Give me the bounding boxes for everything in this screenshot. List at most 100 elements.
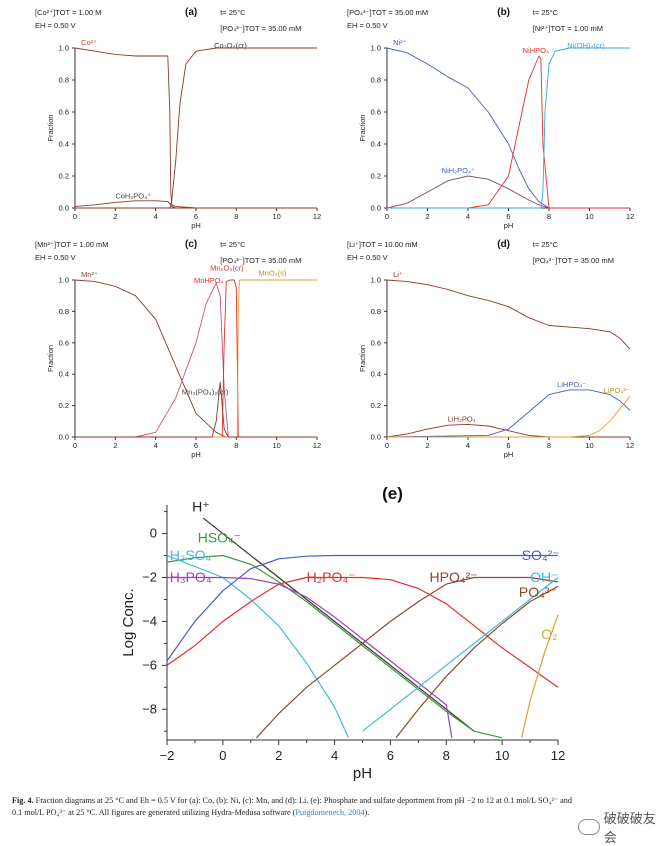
y-tick-label: 0.4 xyxy=(59,140,69,149)
series-line xyxy=(395,585,559,739)
x-tick-label: 2 xyxy=(113,212,117,221)
series-line xyxy=(74,47,317,209)
x-tick-label: 0 xyxy=(219,748,226,763)
series-line xyxy=(75,381,317,438)
chart-d: 0 2 4 6 8 10 12 0.0 0.2 0.4 0.6 0.8 1.0 pH Fraction (d)… xyxy=(347,239,634,459)
panel-info-left: [Mn²⁺]TOT = 1.00 mM xyxy=(35,240,109,249)
x-tick-label: 10 xyxy=(585,212,593,221)
series-label: HSO₄⁻ xyxy=(198,529,241,545)
x-axis-label: pH xyxy=(191,450,201,459)
series-label: O₂ xyxy=(541,626,557,642)
x-tick-label: 0 xyxy=(73,212,77,221)
y-tick-label: 0.8 xyxy=(59,76,69,85)
y-tick-label: 0.6 xyxy=(59,338,69,347)
y-tick-label: 0.0 xyxy=(59,433,69,442)
series-line xyxy=(255,576,559,739)
y-tick-label: 0.2 xyxy=(371,172,381,181)
panel-info-right: [PO₄³⁻]TOT = 35.00 mM xyxy=(220,256,301,265)
y-tick-label: 0.4 xyxy=(59,370,69,379)
y-tick-label: 0.6 xyxy=(371,338,381,347)
x-tick-label: 6 xyxy=(387,748,394,763)
x-axis-label: pH xyxy=(504,221,514,230)
series-line xyxy=(386,175,630,209)
y-tick-label: 1.0 xyxy=(371,276,381,285)
caption-end: ). xyxy=(364,808,370,817)
y-tick-label: 0.0 xyxy=(371,433,381,442)
y-tick-label: 0.4 xyxy=(371,370,381,379)
y-axis-label: Fraction xyxy=(358,345,367,372)
series-line xyxy=(387,47,630,209)
x-tick-label: 12 xyxy=(313,212,321,221)
chart-e: −2 0 2 4 6 8 10 12 0 −2 −4 −6 −8 pH Log Conc. (e) H⁺ HSO₄… xyxy=(120,484,565,782)
x-axis-label: pH xyxy=(191,221,201,230)
caption-citation-link[interactable]: Puigdomenech, 2004 xyxy=(295,808,365,817)
panel-label: (a) xyxy=(185,7,197,18)
panel-info-left: EH = 0.50 V xyxy=(347,253,388,262)
series-line xyxy=(166,554,503,739)
y-axis-label: Fraction xyxy=(46,114,55,141)
series-label: H₂PO₄⁻ xyxy=(307,569,356,585)
caption-text: Fraction diagrams at 25 °C and Eh = 0.5 … xyxy=(12,796,572,817)
y-tick-label: 0.2 xyxy=(59,172,69,181)
series-line xyxy=(387,55,630,209)
y-tick-label: −8 xyxy=(142,701,157,716)
x-tick-label: 6 xyxy=(194,212,198,221)
chart-a: 0 2 4 6 8 10 12 0.0 0.2 0.4 0.6 0.8 1.0 pH Fraction (a)… xyxy=(35,7,321,230)
x-tick-label: 8 xyxy=(547,212,551,221)
panel-info-left: EH = 0.50 V xyxy=(347,21,388,30)
y-axis-label: Fraction xyxy=(358,114,367,141)
y-tick-label: 1.0 xyxy=(59,44,69,53)
x-tick-label: 6 xyxy=(194,441,198,450)
series-label: H⁺ xyxy=(192,499,210,515)
x-tick-label: 10 xyxy=(272,441,280,450)
series-line xyxy=(75,47,317,209)
y-tick-label: 0.2 xyxy=(371,401,381,410)
series-line xyxy=(386,423,630,438)
series-label: Ni²⁺ xyxy=(393,38,407,47)
series-line xyxy=(386,47,630,209)
y-tick-label: −2 xyxy=(142,569,157,584)
y-tick-label: 0.8 xyxy=(371,76,381,85)
y-tick-label: −4 xyxy=(142,613,157,628)
x-tick-label: 2 xyxy=(425,441,429,450)
y-tick-label: −6 xyxy=(142,657,157,672)
series-line xyxy=(387,395,631,438)
y-tick-label: 0.8 xyxy=(371,307,381,316)
y-axis-label: Fraction xyxy=(46,345,55,372)
series-line xyxy=(74,279,317,438)
x-tick-label: 4 xyxy=(466,441,470,450)
y-tick-label: 0 xyxy=(150,526,157,541)
series-label: MnHPO₄ xyxy=(194,276,224,285)
panel-info-left: [Li⁺]TOT = 10.00 mM xyxy=(347,240,418,249)
y-tick-label: 0.0 xyxy=(59,204,69,213)
x-tick-label: −2 xyxy=(160,748,175,763)
series-label: Ni(OH)₂(cr) xyxy=(567,41,605,50)
panel-info-left: [Co²⁺]TOT = 1.00 M xyxy=(35,8,101,17)
panel-info-right: t= 25°C xyxy=(220,240,246,249)
series-label: H₂SO₄ xyxy=(170,547,212,563)
series-line xyxy=(202,517,475,732)
panel-label: (e) xyxy=(382,484,403,503)
panel-info-right: t= 25°C xyxy=(533,8,559,17)
series-line xyxy=(166,554,558,662)
series-label: CoH₂PO₄⁺ xyxy=(115,191,151,200)
series-label: Co²⁺ xyxy=(81,38,97,47)
x-tick-label: 0 xyxy=(73,441,77,450)
y-tick-label: 0.0 xyxy=(371,204,381,213)
series-label: NiHPO₄ xyxy=(523,46,549,55)
y-tick-label: 1.0 xyxy=(59,276,69,285)
y-tick-label: 0.4 xyxy=(371,140,381,149)
series-line xyxy=(386,389,631,438)
series-line xyxy=(386,279,631,350)
x-axis-label: pH xyxy=(504,450,514,459)
panel-info-right: [PO₄³⁻]TOT = 35.00 mM xyxy=(533,256,614,265)
panel-info-right: t= 25°C xyxy=(533,240,559,249)
panel-info-left: EH = 0.50 V xyxy=(35,253,76,262)
x-tick-label: 4 xyxy=(154,441,158,450)
x-tick-label: 2 xyxy=(113,441,117,450)
chart-b: 0 2 4 6 8 10 12 0.0 0.2 0.4 0.6 0.8 1.0 pH Fraction (b)… xyxy=(347,7,634,230)
y-tick-label: 1.0 xyxy=(371,44,381,53)
series-label: Co₃O₄(cr) xyxy=(214,41,247,50)
x-tick-label: 12 xyxy=(551,748,565,763)
